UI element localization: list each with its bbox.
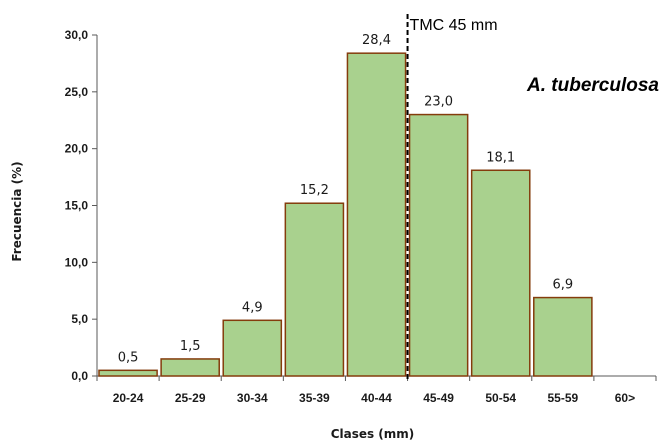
- bar: [160, 358, 220, 377]
- x-tick-label: 45-49: [423, 391, 454, 405]
- reference-line-label: TMC 45 mm: [410, 17, 498, 34]
- x-axis: 20-24 25-29 30-34 35-39 40-44 45-49 50-54 55-59…: [96, 375, 657, 405]
- y-tick-label: 30,0: [65, 28, 89, 42]
- bar-value-label: 0,5: [118, 350, 139, 365]
- y-axis-title: Frecuencia (%): [10, 161, 24, 261]
- x-tick-label: 35-39: [299, 391, 330, 405]
- bar-value-label: 23,0: [424, 95, 453, 110]
- x-tick-label: 50-54: [485, 391, 516, 405]
- species-annotation: A. tuberculosa: [526, 75, 659, 96]
- bar: [408, 113, 469, 377]
- bar: [470, 169, 531, 377]
- bar-value-label: 15,2: [300, 183, 329, 198]
- y-tick-label: 0,0: [71, 369, 88, 383]
- value-labels: 0,5 1,5 4,9 15,2 28,4 23,0 18,1 6,9: [118, 33, 573, 365]
- bars: [98, 52, 593, 377]
- y-tick-label: 5,0: [71, 312, 88, 326]
- bar: [533, 296, 593, 377]
- y-axis: 0,0 5,0 10,0 15,0 20,0 25,0 30,0: [65, 28, 98, 383]
- y-tick-label: 10,0: [65, 255, 89, 269]
- y-tick-label: 15,0: [65, 199, 89, 213]
- x-axis-title: Clases (mm): [331, 427, 415, 441]
- x-tick-label: 40-44: [361, 391, 392, 405]
- bar: [284, 202, 345, 377]
- bar-value-label: 6,9: [552, 278, 573, 293]
- x-tick-label: 20-24: [113, 391, 144, 405]
- bar: [98, 369, 158, 377]
- bar-value-label: 18,1: [486, 150, 515, 165]
- y-tick-label: 25,0: [65, 85, 89, 99]
- x-tick-label: 60>: [615, 391, 635, 405]
- bar-value-label: 4,9: [242, 300, 263, 315]
- bar-value-label: 28,4: [362, 33, 391, 48]
- x-tick-label: 55-59: [547, 391, 578, 405]
- x-tick-label: 25-29: [175, 391, 206, 405]
- y-tick-label: 20,0: [65, 142, 89, 156]
- x-tick-label: 30-34: [237, 391, 268, 405]
- bar: [346, 52, 407, 377]
- bar-value-label: 1,5: [180, 339, 201, 354]
- bar: [222, 319, 283, 377]
